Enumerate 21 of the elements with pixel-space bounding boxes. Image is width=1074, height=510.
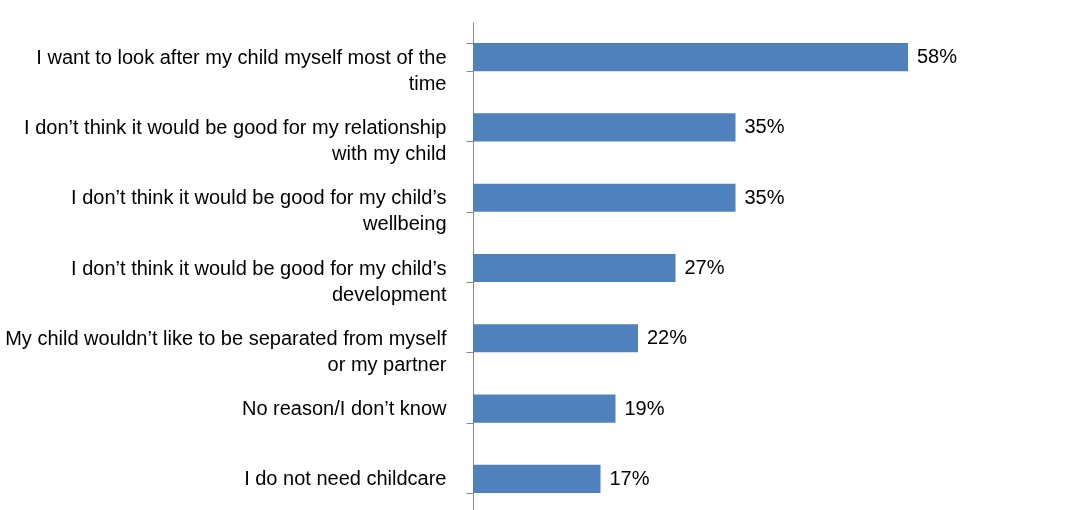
data-label: 27% bbox=[684, 256, 725, 278]
bar bbox=[473, 183, 736, 212]
bar bbox=[473, 394, 616, 423]
y-tick-label: No reason/I don’t know bbox=[241, 397, 448, 420]
bar bbox=[473, 253, 676, 283]
data-label: 58% bbox=[917, 45, 958, 68]
data-label: 35% bbox=[744, 185, 785, 208]
y-tick-label: I want to look after my child myself most of the time bbox=[36, 45, 447, 94]
data-label: 19% bbox=[624, 396, 665, 419]
data-label: 35% bbox=[744, 115, 785, 138]
data-label: 22% bbox=[647, 326, 688, 349]
y-tick-label: I don’t think it would be good for my child’s development bbox=[71, 256, 447, 305]
y-tick-label: My child wouldn’t like to be separated from myself or my partner bbox=[5, 326, 447, 375]
bar bbox=[473, 324, 638, 353]
data-label: 17% bbox=[609, 466, 650, 489]
bar bbox=[473, 113, 736, 142]
y-tick-label: I don’t think it would be good for my child’s wellbeing bbox=[71, 186, 447, 235]
bar bbox=[473, 464, 601, 493]
y-tick-label: I do not need childcare bbox=[244, 467, 447, 490]
y-tick-label: I don’t think it would be good for my relationship with my child bbox=[24, 115, 447, 164]
bar bbox=[473, 43, 908, 72]
